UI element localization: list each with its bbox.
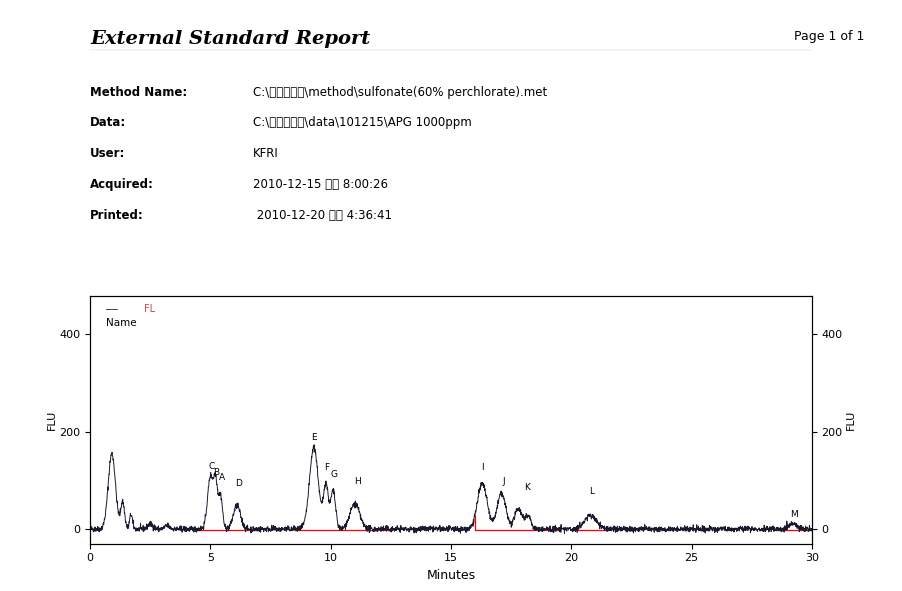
- Text: C:\계면활성제\data\101215\APG 1000ppm: C:\계면활성제\data\101215\APG 1000ppm: [253, 116, 472, 129]
- Text: FL: FL: [144, 304, 155, 314]
- Y-axis label: FLU: FLU: [47, 410, 57, 430]
- Text: I: I: [481, 463, 483, 472]
- Text: 2010-12-20 오후 4:36:41: 2010-12-20 오후 4:36:41: [253, 209, 391, 222]
- Text: C: C: [208, 462, 215, 470]
- Text: K: K: [524, 483, 529, 492]
- Y-axis label: FLU: FLU: [845, 410, 855, 430]
- Text: L: L: [589, 487, 594, 496]
- X-axis label: Minutes: Minutes: [427, 569, 475, 582]
- Text: Page 1 of 1: Page 1 of 1: [794, 30, 864, 43]
- Text: C:\계면활성제\method\sulfonate(60% perchlorate).met: C:\계면활성제\method\sulfonate(60% perchlorat…: [253, 86, 547, 99]
- Text: External Standard Report: External Standard Report: [90, 30, 371, 47]
- Text: Printed:: Printed:: [90, 209, 144, 222]
- Text: H: H: [354, 478, 361, 486]
- Text: ——: ——: [106, 304, 118, 314]
- Text: 2010-12-15 오후 8:00:26: 2010-12-15 오후 8:00:26: [253, 178, 388, 191]
- Text: Data:: Data:: [90, 116, 126, 129]
- Text: M: M: [790, 511, 797, 519]
- Text: J: J: [502, 478, 505, 486]
- Text: D: D: [235, 479, 242, 488]
- Text: E: E: [311, 433, 317, 443]
- Text: User:: User:: [90, 147, 125, 160]
- Text: G: G: [330, 469, 337, 479]
- Text: A: A: [219, 473, 226, 482]
- Text: Method Name:: Method Name:: [90, 86, 188, 99]
- Text: Acquired:: Acquired:: [90, 178, 154, 191]
- Text: Name: Name: [106, 318, 137, 328]
- Text: B: B: [214, 467, 219, 476]
- Text: KFRI: KFRI: [253, 147, 279, 160]
- Text: F: F: [325, 463, 330, 472]
